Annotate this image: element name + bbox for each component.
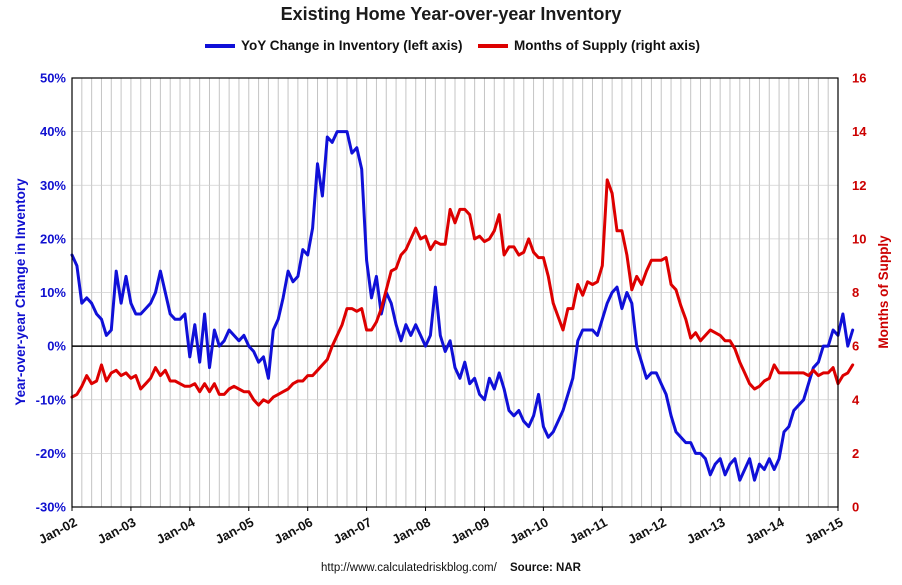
footer: http://www.calculatedriskblog.com/ Sourc…	[0, 562, 902, 574]
left-tick-label: 50%	[40, 71, 66, 86]
left-tick-label: 20%	[40, 231, 66, 246]
left-tick-label: 30%	[40, 178, 66, 193]
chart-legend: YoY Change in Inventory (left axis) Mont…	[0, 38, 902, 58]
x-tick-label: Jan-10	[507, 514, 550, 547]
series-line-yoy	[70, 130, 855, 482]
legend-label-supply: Months of Supply (right axis)	[514, 38, 700, 53]
left-tick-label: 40%	[40, 124, 66, 139]
right-tick-label: 4	[852, 392, 860, 407]
footer-source: Source: NAR	[510, 562, 581, 574]
right-axis-ticks: 0 2 4 6 8 10 12 14 16	[852, 71, 867, 515]
legend-swatch-supply	[478, 43, 508, 48]
x-tick-label: Jan-05	[213, 514, 256, 547]
footer-url[interactable]: http://www.calculatedriskblog.com/	[321, 562, 497, 574]
right-tick-label: 10	[852, 231, 866, 246]
x-tick-label: Jan-13	[684, 514, 727, 547]
x-axis-ticks: Jan-02 Jan-03 Jan-04 Jan-05 Jan-06 Jan-07 Jan-…	[36, 507, 845, 547]
left-axis-ticks: -30% -20% -10% 0% 10% 20% 30% 40% 50%	[36, 71, 67, 515]
x-tick-label: Jan-07	[331, 514, 374, 547]
plot-frame	[71, 77, 839, 508]
right-tick-label: 0	[852, 500, 859, 515]
right-tick-label: 12	[852, 178, 866, 193]
x-tick-label: Jan-11	[567, 514, 610, 546]
right-tick-label: 2	[852, 446, 859, 461]
legend-label-yoy: YoY Change in Inventory (left axis)	[241, 38, 463, 53]
left-tick-label: -10%	[36, 392, 67, 407]
right-tick-label: 14	[852, 124, 867, 139]
x-tick-label: Jan-09	[448, 514, 491, 547]
x-tick-label: Jan-12	[625, 514, 668, 547]
right-tick-label: 16	[852, 71, 866, 86]
legend-item-supply: Months of Supply (right axis)	[478, 38, 700, 53]
legend-swatch-yoy	[205, 43, 235, 48]
plot-border	[71, 77, 839, 508]
x-tick-label: Jan-04	[154, 514, 198, 547]
x-tick-label: Jan-15	[802, 514, 845, 547]
left-axis-title: Year-over-year Change in Inventory	[13, 178, 28, 406]
x-tick-label: Jan-14	[743, 514, 787, 547]
left-tick-label: -20%	[36, 446, 67, 461]
x-tick-label: Jan-02	[36, 514, 79, 547]
x-tick-label: Jan-08	[390, 514, 433, 547]
right-tick-label: 8	[852, 285, 859, 300]
x-tick-label: Jan-03	[95, 514, 138, 547]
x-tick-label: Jan-06	[272, 514, 315, 547]
right-axis-title: Months of Supply	[876, 235, 891, 349]
left-tick-label: 10%	[40, 285, 66, 300]
legend-item-yoy: YoY Change in Inventory (left axis)	[205, 38, 463, 53]
chart-title: Existing Home Year-over-year Inventory	[280, 4, 622, 24]
series-lines	[70, 130, 855, 482]
left-tick-label: -30%	[36, 500, 67, 515]
series-line-supply	[70, 178, 855, 407]
left-tick-label: 0%	[47, 339, 66, 354]
right-tick-label: 6	[852, 339, 859, 354]
